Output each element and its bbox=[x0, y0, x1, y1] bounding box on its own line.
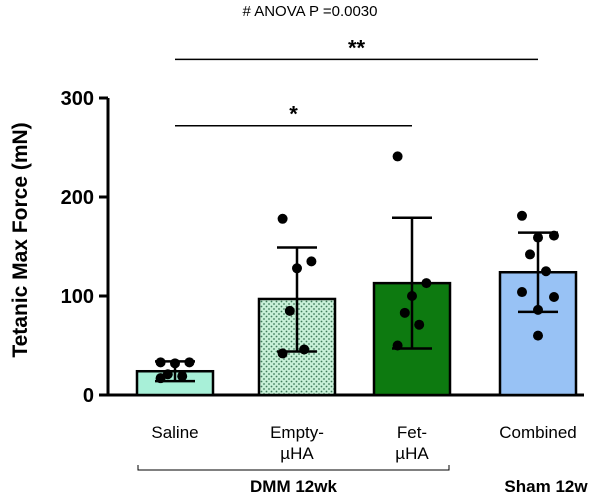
group-bracket bbox=[137, 465, 450, 471]
data-point bbox=[549, 291, 559, 302]
data-point bbox=[155, 373, 166, 384]
y-tick-label: 0 bbox=[83, 385, 94, 407]
y-tick-label: 200 bbox=[61, 187, 94, 209]
x-tick-label: µHA bbox=[280, 444, 314, 463]
data-point bbox=[533, 304, 543, 315]
data-point bbox=[184, 357, 195, 368]
significance-marker: * bbox=[289, 102, 298, 127]
y-axis-label: Tetanic Max Force (mN) bbox=[9, 122, 32, 357]
data-point bbox=[299, 344, 310, 355]
data-point bbox=[533, 232, 543, 243]
data-point bbox=[414, 319, 425, 330]
data-point bbox=[277, 213, 288, 224]
data-point bbox=[533, 330, 543, 341]
y-tick-label: 100 bbox=[61, 286, 94, 308]
data-point bbox=[392, 151, 403, 162]
significance-marker: ** bbox=[348, 35, 366, 60]
data-point bbox=[277, 348, 288, 359]
chart-title: # ANOVA P =0.0030 bbox=[243, 3, 378, 20]
data-point bbox=[525, 249, 535, 260]
data-point bbox=[517, 210, 527, 221]
data-point bbox=[292, 263, 302, 274]
data-point bbox=[392, 340, 403, 351]
group-label: DMM 12wk bbox=[250, 477, 337, 496]
data-point bbox=[517, 287, 527, 298]
x-tick-label: µHA bbox=[395, 444, 429, 463]
data-point bbox=[421, 278, 432, 289]
x-tick-label: Fet- bbox=[397, 423, 427, 442]
group-label: Sham 12w bbox=[504, 477, 588, 496]
data-point bbox=[306, 256, 317, 267]
x-tick-label: Saline bbox=[151, 423, 198, 442]
data-point bbox=[549, 230, 559, 241]
data-point bbox=[284, 305, 295, 316]
x-tick-label: Combined bbox=[499, 423, 577, 442]
data-point bbox=[177, 371, 188, 382]
data-point bbox=[541, 266, 551, 277]
data-point bbox=[170, 358, 180, 369]
data-point bbox=[399, 307, 410, 318]
data-point bbox=[155, 357, 166, 368]
y-tick-label: 300 bbox=[61, 88, 94, 110]
data-point bbox=[407, 291, 417, 301]
x-tick-label: Empty- bbox=[270, 423, 324, 442]
